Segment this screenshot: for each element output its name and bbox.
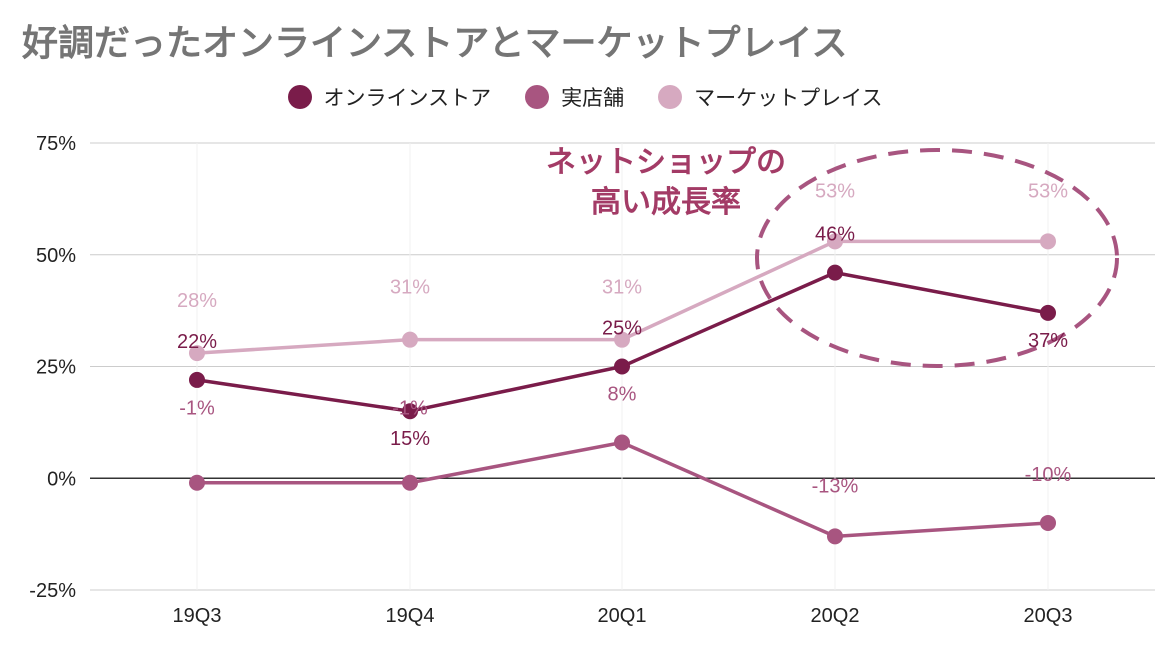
legend-label-physical-store: 実店舗 (561, 86, 625, 110)
y-axis-ticks: 75% 50% 25% 0% -25% (29, 133, 76, 602)
data-label-physical-store: 8% (608, 383, 637, 405)
data-point-online-store[interactable] (402, 403, 418, 420)
data-label-online-store: 15% (390, 428, 430, 450)
data-label-physical-store: -1% (179, 398, 215, 420)
data-label-marketplace: 28% (177, 290, 217, 312)
y-tick-label: 25% (36, 357, 76, 379)
data-point-physical-store[interactable] (1040, 514, 1056, 531)
y-tick-label: 0% (47, 468, 76, 490)
data-labels: 28% 31% 31% 53% 53% -1% -1% 8% -13% -10% 22% 15% 25%… (177, 180, 1072, 497)
x-axis-ticks: 19Q3 19Q4 20Q1 20Q2 20Q3 (173, 605, 1073, 627)
data-label-marketplace: 53% (815, 180, 855, 202)
data-point-online-store[interactable] (614, 358, 630, 375)
data-label-marketplace: 53% (1028, 180, 1068, 202)
annotation-ellipse (755, 148, 1119, 368)
data-point-marketplace[interactable] (189, 345, 205, 362)
legend-item-online-store[interactable]: オンラインストア (287, 82, 492, 112)
legend-label-marketplace: マーケットプレイス (694, 86, 883, 110)
data-label-physical-store: -1% (392, 398, 428, 420)
x-tick-label: 19Q3 (173, 605, 222, 627)
x-tick-label: 20Q2 (811, 605, 860, 627)
data-point-online-store[interactable] (1040, 304, 1056, 321)
x-tick-label: 20Q1 (598, 605, 647, 627)
data-point-marketplace[interactable] (827, 233, 843, 250)
chart-title: 好調だったオンラインストアとマーケットプレイス (22, 23, 848, 64)
data-label-online-store: 25% (602, 318, 642, 340)
data-point-online-store[interactable] (189, 371, 205, 388)
x-tick-label: 19Q4 (386, 605, 435, 627)
legend-swatch-online-store (287, 85, 312, 109)
y-tick-label: -25% (29, 580, 76, 602)
data-point-physical-store[interactable] (827, 528, 843, 545)
data-point-physical-store[interactable] (189, 474, 205, 491)
y-tick-label: 75% (36, 133, 76, 155)
x-tick-label: 20Q3 (1024, 605, 1073, 627)
data-point-marketplace[interactable] (614, 331, 630, 348)
data-point-marketplace[interactable] (1040, 233, 1056, 250)
data-label-online-store: 37% (1028, 330, 1068, 352)
data-point-online-store[interactable] (827, 264, 843, 281)
legend-item-physical-store[interactable]: 実店舗 (525, 82, 624, 112)
annotation-line-2: 高い成長率 (591, 185, 741, 220)
legend-swatch-physical-store (525, 85, 550, 109)
series-layer (189, 233, 1056, 545)
legend: オンラインストア 実店舗 マーケットプレイス (0, 80, 1170, 114)
legend-item-marketplace[interactable]: マーケットプレイス (658, 82, 882, 112)
data-label-physical-store: -10% (1025, 464, 1072, 486)
data-label-online-store: 22% (177, 331, 217, 353)
data-label-marketplace: 31% (390, 277, 430, 299)
y-tick-label: 50% (36, 245, 76, 267)
data-point-marketplace[interactable] (402, 331, 418, 348)
data-label-marketplace: 31% (602, 277, 642, 299)
data-point-physical-store[interactable] (402, 474, 418, 491)
data-label-physical-store: -13% (812, 475, 859, 497)
data-label-online-store: 46% (815, 224, 855, 246)
annotation: ネットショップの 高い成長率 (546, 145, 1119, 368)
legend-label-online-store: オンラインストア (323, 86, 492, 110)
gridlines (90, 142, 1155, 591)
legend-swatch-marketplace (658, 85, 683, 109)
data-point-physical-store[interactable] (614, 434, 630, 451)
annotation-line-1: ネットショップの (546, 145, 786, 180)
